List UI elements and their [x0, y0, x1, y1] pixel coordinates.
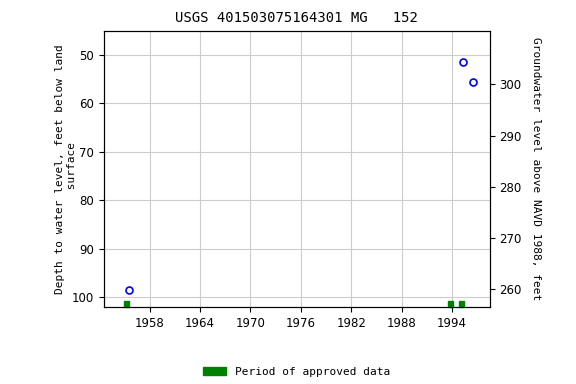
Legend: Period of approved data: Period of approved data — [199, 362, 394, 381]
Bar — [124, 301, 129, 307]
Y-axis label: Depth to water level, feet below land
 surface: Depth to water level, feet below land su… — [55, 44, 77, 294]
Title: USGS 401503075164301 MG   152: USGS 401503075164301 MG 152 — [175, 12, 418, 25]
Y-axis label: Groundwater level above NAVD 1988, feet: Groundwater level above NAVD 1988, feet — [530, 37, 541, 301]
Bar — [460, 301, 464, 307]
Bar — [448, 301, 453, 307]
